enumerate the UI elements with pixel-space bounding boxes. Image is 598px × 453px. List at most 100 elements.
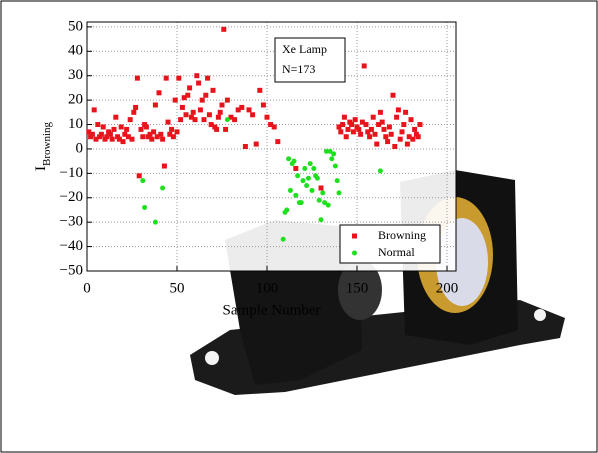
y-tick-label: 50	[68, 18, 83, 34]
annotation: N=173	[282, 62, 315, 76]
point	[243, 144, 248, 149]
point	[302, 166, 307, 171]
point	[194, 73, 199, 78]
y-axis-label-sub: Browning	[41, 122, 53, 167]
point	[211, 88, 216, 93]
point	[317, 198, 322, 203]
point	[371, 115, 376, 120]
point	[293, 193, 298, 198]
point	[223, 127, 228, 132]
point	[410, 137, 415, 142]
point	[293, 166, 298, 171]
point	[344, 134, 349, 139]
point	[383, 134, 388, 139]
point	[142, 205, 147, 210]
point	[185, 93, 190, 98]
point	[191, 110, 196, 115]
point	[412, 127, 417, 132]
point	[153, 103, 158, 108]
point	[275, 139, 280, 144]
point	[346, 127, 351, 132]
point	[331, 151, 336, 156]
point	[382, 127, 387, 132]
point	[95, 122, 100, 127]
point	[144, 124, 149, 129]
point	[90, 132, 95, 137]
point	[124, 127, 129, 132]
point	[367, 134, 372, 139]
x-tick-label: 0	[83, 280, 91, 296]
point	[356, 127, 361, 132]
legend-marker	[352, 251, 357, 256]
point	[288, 188, 293, 193]
point	[180, 105, 185, 110]
point	[335, 178, 340, 183]
point	[329, 156, 334, 161]
point	[112, 127, 117, 132]
point	[200, 98, 205, 103]
point	[306, 176, 311, 181]
point	[369, 127, 374, 132]
annotation: Xe Lamp	[282, 42, 327, 56]
point	[299, 200, 304, 205]
point	[207, 112, 212, 117]
point	[304, 183, 309, 188]
point	[403, 110, 408, 115]
point	[220, 103, 225, 108]
point	[140, 178, 145, 183]
point	[391, 93, 396, 98]
x-tick-label: 50	[170, 280, 185, 296]
point	[128, 117, 133, 122]
point	[401, 122, 406, 127]
point	[340, 122, 345, 127]
point	[140, 134, 145, 139]
point	[301, 178, 306, 183]
point	[385, 139, 390, 144]
point	[184, 112, 189, 117]
point	[196, 81, 201, 86]
legend-label: Browning	[378, 228, 426, 242]
x-axis-label: Sample Number	[223, 302, 321, 318]
point	[119, 124, 124, 129]
point	[232, 117, 237, 122]
point	[198, 107, 203, 112]
y-tick-label: 40	[68, 43, 83, 59]
y-tick-label: −20	[60, 189, 83, 205]
point	[351, 129, 356, 134]
y-tick-label: 20	[68, 92, 83, 108]
point	[137, 173, 142, 178]
point	[164, 76, 169, 81]
point	[333, 164, 338, 169]
point	[160, 186, 165, 191]
point	[216, 115, 221, 120]
point	[378, 110, 383, 115]
point	[113, 115, 118, 120]
point	[257, 88, 262, 93]
point	[221, 27, 226, 32]
point	[162, 164, 167, 169]
point	[295, 173, 300, 178]
point	[218, 110, 223, 115]
point	[319, 186, 324, 191]
point	[319, 217, 324, 222]
point	[250, 112, 255, 117]
point	[153, 220, 158, 225]
point	[353, 117, 358, 122]
point	[169, 127, 174, 132]
point	[272, 124, 277, 129]
point	[202, 117, 207, 122]
point	[389, 132, 394, 137]
point	[342, 115, 347, 120]
point	[358, 132, 363, 137]
y-tick-label: −50	[60, 262, 83, 278]
legend-label: Normal	[378, 245, 415, 259]
point	[131, 110, 136, 115]
y-tick-label: −30	[60, 214, 83, 230]
point	[409, 117, 414, 122]
screenshot: −50−40−30−20−1001020304050050100150200Sa…	[0, 0, 598, 453]
point	[337, 190, 342, 195]
point	[320, 190, 325, 195]
point	[166, 120, 171, 125]
point	[160, 137, 165, 142]
point	[380, 120, 385, 125]
